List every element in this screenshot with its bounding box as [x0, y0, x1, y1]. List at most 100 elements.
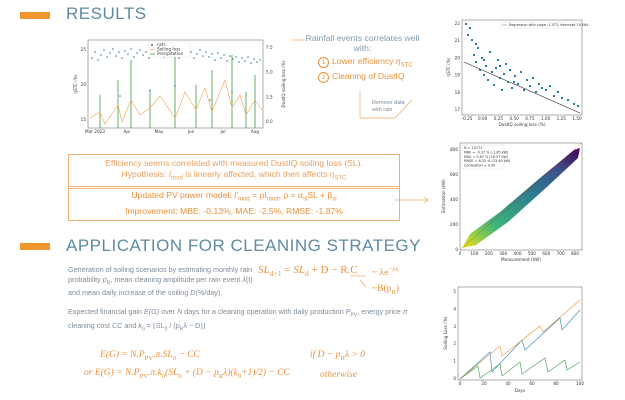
item-number: 2 [318, 72, 329, 83]
text-part: or E(G) = N.P [84, 368, 140, 378]
scatter-points [465, 23, 579, 107]
equation-condition: otherwise [320, 370, 357, 380]
item-number: 1 [318, 57, 329, 68]
text-part: STC [400, 62, 413, 69]
x-tick-label: -0.25 [462, 116, 473, 121]
y-tick-label: 600 [450, 172, 458, 177]
x-tick-label: May [155, 129, 164, 134]
x-tick-label: 100 [576, 381, 584, 386]
formula: ~ λe−λx [372, 266, 399, 278]
y-tick-label: 4 [453, 306, 456, 311]
text-part: ~ λe [372, 268, 389, 279]
text-part: d [305, 269, 309, 279]
x-tick-label: 0 [459, 251, 462, 256]
text-part: D [190, 288, 196, 298]
paragraph: Generation of soiling scenarios by estim… [68, 265, 253, 298]
text-part: R [391, 288, 396, 296]
text-part: Generation of soiling scenarios by estim… [68, 265, 253, 284]
y-tick-label: 7.5 [266, 45, 273, 50]
x-tick-label: 60 [529, 381, 535, 386]
text-part: , ρ = α [278, 190, 303, 200]
x-tick-label: Mar 2023 [85, 129, 105, 134]
text-part: / (p [167, 320, 180, 330]
x-tick-label: 400 [514, 251, 522, 256]
y-tick-label: 21 [455, 38, 461, 43]
stats-line: N = 25771 [464, 146, 482, 150]
text-part: = ⌊SL [144, 320, 165, 330]
text-part: .π.SL [153, 350, 173, 360]
regression-line [463, 61, 581, 114]
text-part: sl [332, 196, 337, 203]
connector [359, 92, 413, 119]
rain-item: 2 Cleaning of DustIQ [318, 71, 405, 83]
text-part: = ρI [249, 190, 267, 200]
y-tick-label: 800 [450, 147, 458, 152]
x-tick-label: 0.00 [478, 116, 488, 121]
y-tick-label: 400 [450, 197, 458, 202]
hypothesis-box: Efficiency seems correlated with measure… [68, 154, 400, 189]
x-tick-label: 300 [499, 251, 507, 256]
y-tick-label: 20 [81, 82, 87, 87]
stats-line: MBE = -0.37 % (-1.85 kW) [464, 150, 509, 154]
connector-lines [292, 39, 429, 288]
y-tick-label: 3 [453, 324, 456, 329]
text-part: ~B(p [372, 284, 392, 294]
plot-frame [87, 39, 264, 129]
legend-label: Precipitation [157, 51, 184, 56]
text-part: p [102, 274, 107, 284]
text-part: Updated PV power model: [131, 190, 235, 200]
text-part: −λx [388, 266, 399, 273]
scenario-line [459, 357, 581, 380]
x-tick-label: 600 [542, 251, 550, 256]
text-part: λ − D)⌋ [183, 320, 206, 330]
text-part: E(G) = N.P [100, 350, 145, 360]
text-part: R [179, 326, 184, 333]
x-axis-label: DustIQ soiling loss (%) [498, 122, 545, 127]
item-text: Lower efficiency ηSTC [332, 56, 413, 69]
text-part: λ)(k [223, 368, 238, 378]
rain-item: 1 Lower efficiency ηSTC [318, 56, 413, 69]
y-tick-label: 19 [455, 73, 461, 78]
text-part: = [281, 264, 294, 276]
legend-label: Regression with slope -1.573, intercept … [509, 23, 588, 27]
text-part: N [177, 307, 183, 316]
x-tick-label: 800 [571, 251, 579, 256]
y-tick-label: 22 [455, 21, 461, 26]
y-axis-label: ηSTC (%) [446, 57, 451, 76]
model-box: Updated PV power model: I'mod = ρImod, ρ… [68, 186, 400, 221]
box-line: Improvement: MBE: -0.13%, MAE: -2.5%, RM… [75, 206, 393, 217]
x-tick-label: Jul [219, 129, 225, 134]
y-tick-label: 15 [81, 117, 87, 122]
text-part: 0 [172, 354, 177, 362]
text-part: (SL [165, 368, 179, 378]
scenario-figure [457, 286, 583, 381]
x-tick-label: 0.75 [525, 116, 535, 121]
y-tick-label: 17 [455, 107, 461, 112]
y-tick-label: 2 [453, 341, 456, 346]
text-part: I [168, 169, 172, 179]
text-part: is linearly affected, which then affects [182, 169, 330, 179]
legend-swatch [151, 44, 153, 46]
text-part: mod [171, 175, 183, 182]
x-tick-label: 0 [459, 381, 462, 386]
text-part: Efficiency seems correlated with measure… [105, 158, 363, 168]
text-part: R [340, 354, 345, 362]
arrow-note: Remove data with rain [372, 100, 405, 113]
y-axis-label: DustIQ soiling loss (%) [281, 60, 286, 107]
text-part: − CC [176, 350, 200, 360]
y-axis-label: ηSTC (%) [73, 74, 78, 93]
text-part: , mean cleaning amplitude per rain event [110, 274, 243, 284]
text-part: ) [395, 284, 399, 294]
text-part: R [218, 372, 224, 380]
text-part: R [106, 279, 111, 286]
stats-line: MAE = 5.87 % (16.57 kW) [464, 155, 509, 159]
text-part: PV [139, 372, 149, 380]
text-part: λ [242, 274, 246, 284]
box-line: Updated PV power model: I'mod = ρImod, ρ… [75, 190, 393, 206]
equation-condition: if D − pRλ > 0 [310, 350, 365, 362]
text-part: CC [111, 320, 123, 330]
text-part: Improvement: MBE: -0.13%, MAE: -2.5%, RM… [125, 205, 343, 216]
equation: E(G) = N.PPV.π.SL0 − CC [100, 350, 200, 362]
text-part: 0 [161, 372, 166, 380]
